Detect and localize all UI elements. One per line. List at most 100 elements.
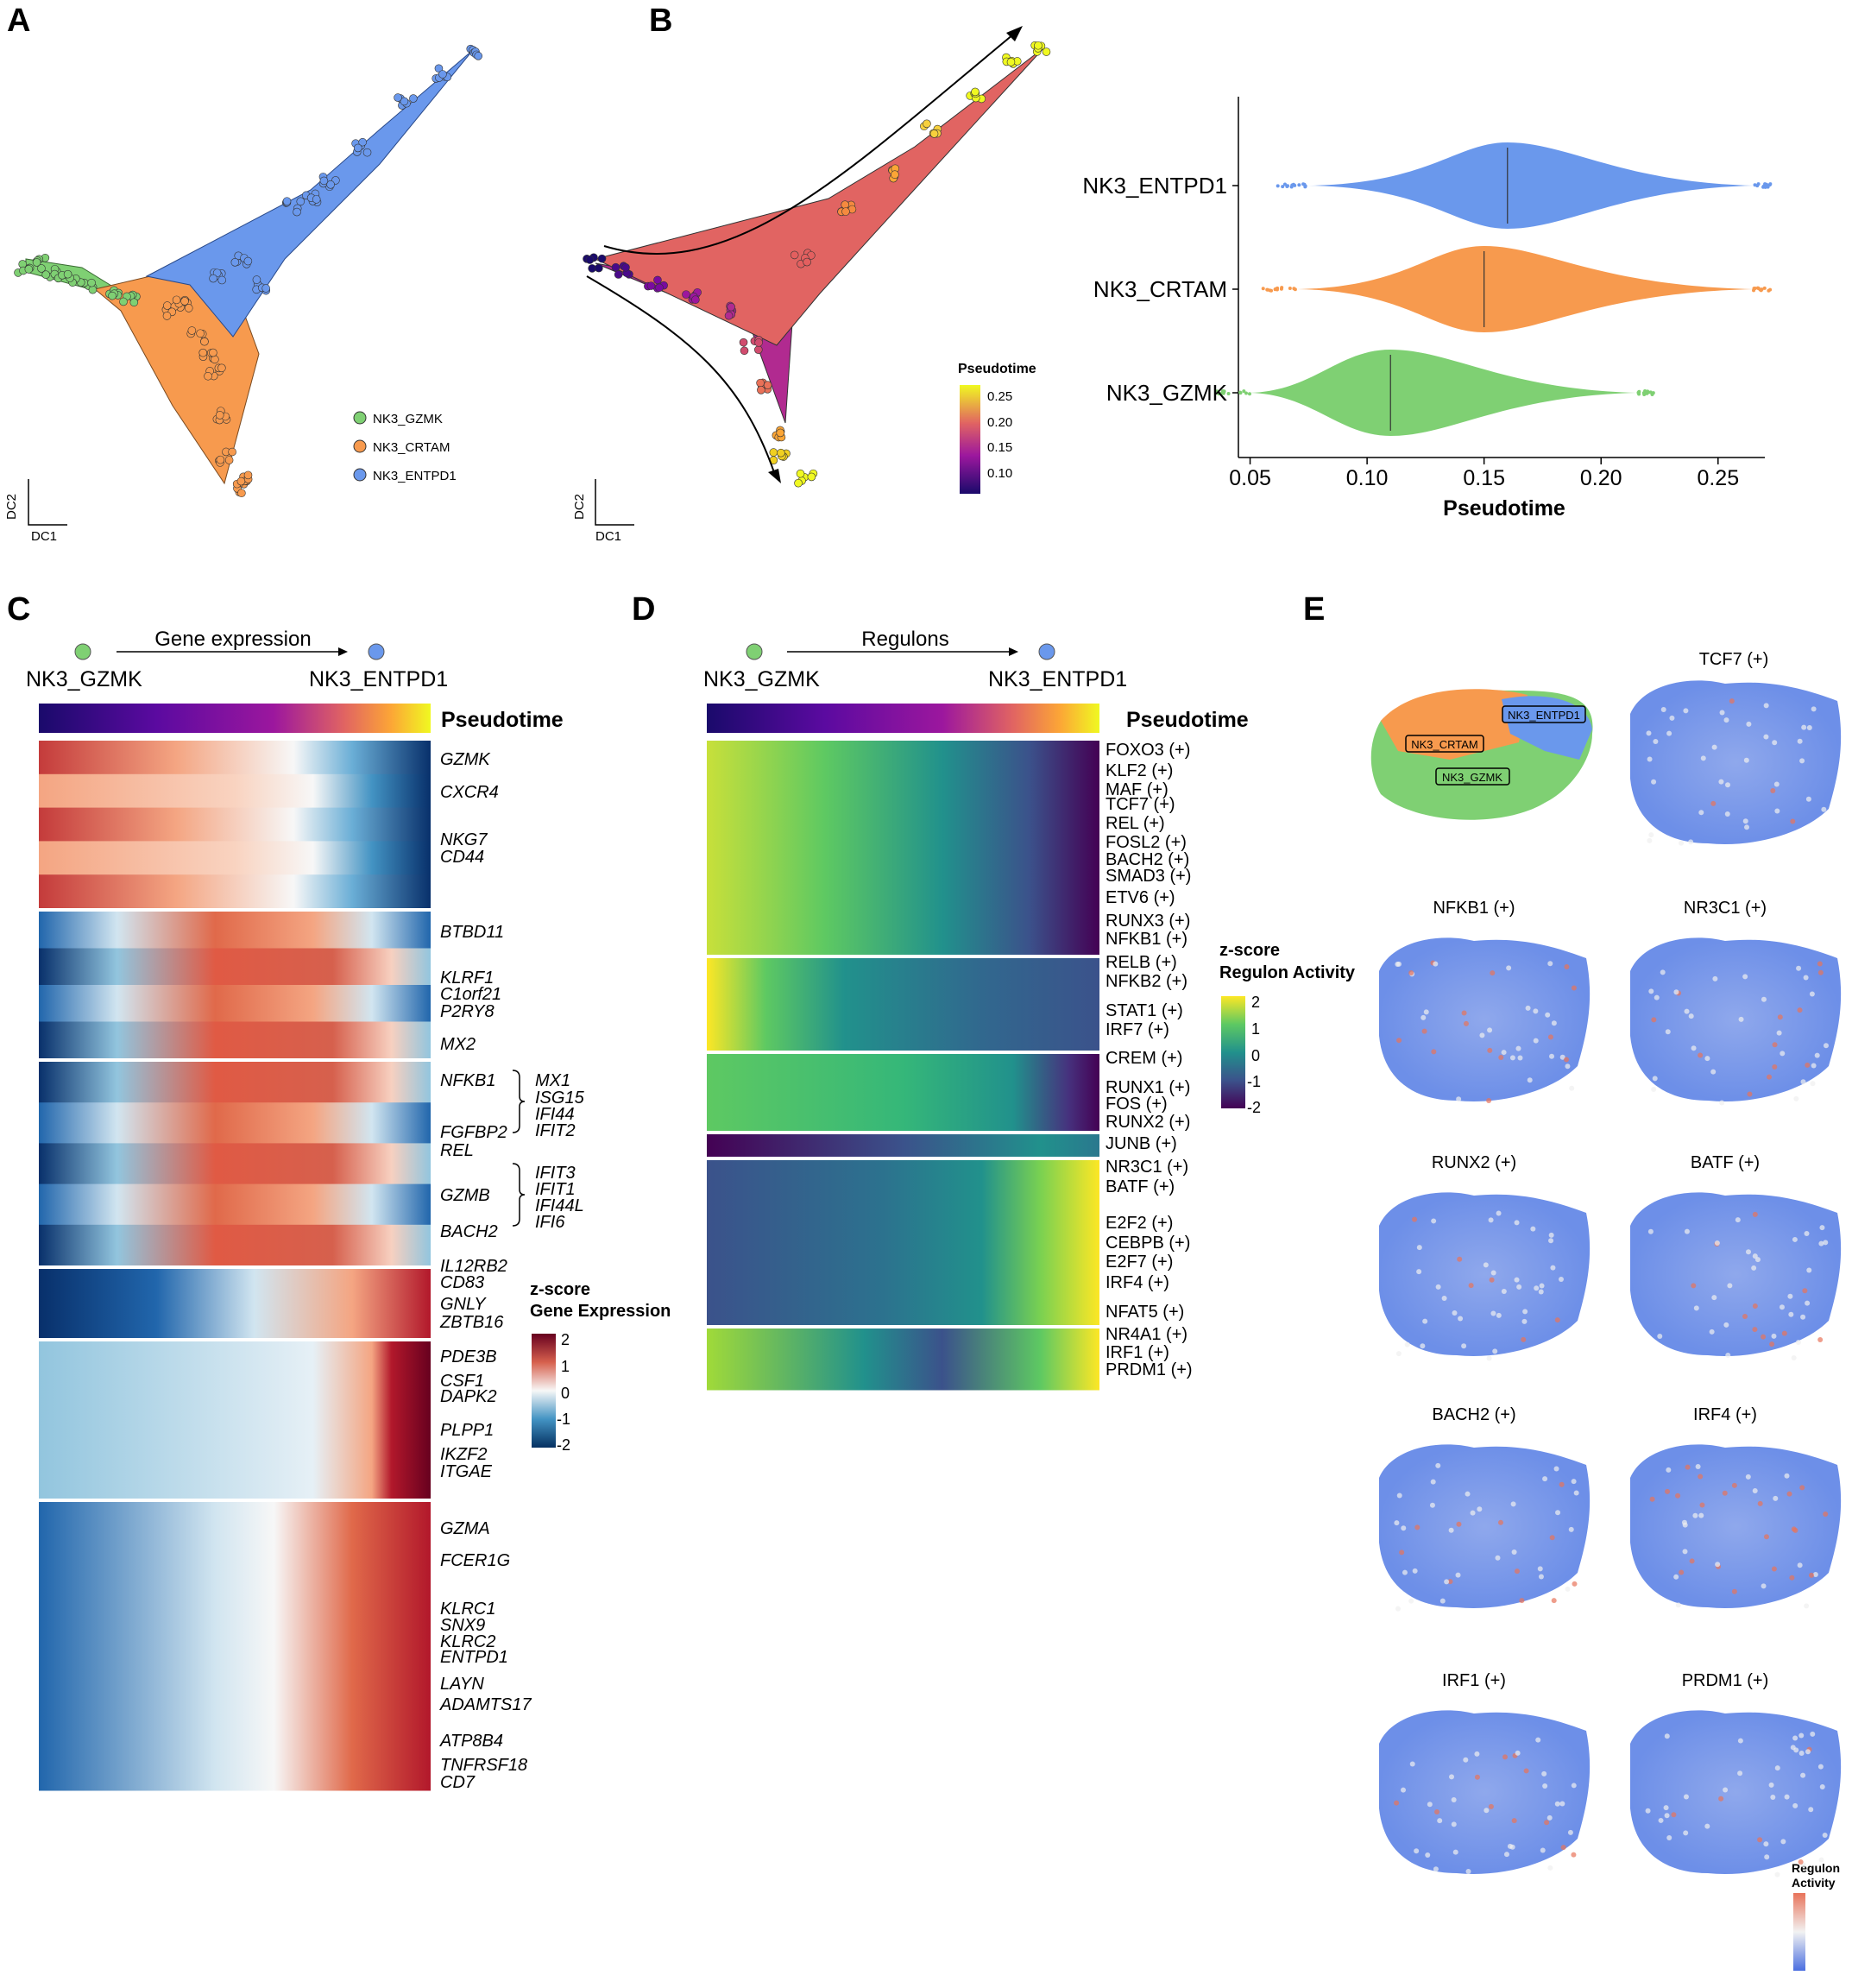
umap-blot xyxy=(1379,1444,1591,1608)
umap-cell xyxy=(1683,1794,1689,1800)
heatmap-band xyxy=(707,1226,1099,1260)
umap-cell xyxy=(1663,1805,1669,1811)
umap-cell xyxy=(1420,1014,1427,1020)
gene-label: DAPK2 xyxy=(440,1387,497,1406)
cell-point xyxy=(763,381,772,389)
cell-point xyxy=(230,258,240,267)
cell-point xyxy=(172,295,181,305)
umap-cell xyxy=(1817,1764,1824,1770)
umap-cell xyxy=(1455,1572,1461,1578)
umap-cell xyxy=(1502,1754,1508,1760)
umap-cell xyxy=(1515,1750,1521,1756)
heatmap-band xyxy=(707,1019,1099,1051)
umap-cell xyxy=(1651,1087,1657,1093)
swarm-outlier xyxy=(1279,287,1283,291)
umap-cell xyxy=(1496,1312,1502,1318)
umap-cell xyxy=(1823,1240,1829,1246)
umap-cell xyxy=(1666,1834,1672,1840)
swarm-outlier xyxy=(1288,286,1292,290)
regulon-label: BACH2 (+) xyxy=(1106,850,1189,869)
swarm-outlier xyxy=(1274,287,1278,291)
umap-cell xyxy=(1666,1467,1672,1473)
umap-cell xyxy=(1801,724,1807,730)
umap-cell xyxy=(1679,840,1685,846)
d-pseudotime-bar xyxy=(707,704,1099,733)
umap-cell xyxy=(1488,1803,1494,1809)
umap-cell xyxy=(1712,975,1718,981)
umap-cell xyxy=(1671,1812,1677,1818)
umap-cell xyxy=(1647,837,1653,843)
umap-cell xyxy=(1796,965,1802,971)
umap-cell xyxy=(1787,1293,1793,1299)
regulon-label: JUNB (+) xyxy=(1106,1134,1177,1153)
regulon-label: RUNX2 (+) xyxy=(1106,1113,1190,1132)
x-tick-label: 0.05 xyxy=(1229,466,1271,490)
gene-label: BTBD11 xyxy=(440,923,504,942)
d-to: NK3_ENTPD1 xyxy=(988,667,1127,691)
swarm-outlier xyxy=(1302,182,1307,186)
umap-cell xyxy=(1542,1476,1548,1482)
cell-point xyxy=(597,254,607,263)
gene-label: PLPP1 xyxy=(440,1421,494,1440)
umap-cell xyxy=(1565,1063,1571,1070)
gene-label: GNLY xyxy=(440,1295,487,1314)
gene-label: IL12RB2 xyxy=(440,1257,507,1276)
umap-cell xyxy=(1688,1013,1694,1019)
umap-cell xyxy=(1408,969,1414,975)
cell-point xyxy=(196,329,205,338)
umap-cell xyxy=(1559,1481,1565,1487)
umap-cell xyxy=(1548,1238,1554,1244)
heatmap-band xyxy=(707,988,1099,1020)
group1-gene: MX1 xyxy=(535,1071,570,1090)
c-header: Gene expression xyxy=(154,628,311,651)
group1-gene: ISG15 xyxy=(535,1089,585,1108)
d-cb-tick: 1 xyxy=(1251,1020,1260,1038)
block-separator xyxy=(39,1058,431,1062)
cell-point xyxy=(162,312,172,320)
cell-point xyxy=(217,363,226,373)
cell-point xyxy=(891,170,899,180)
umap-cell xyxy=(1770,1794,1776,1800)
umap-cell xyxy=(1812,1571,1818,1577)
regulon-label: TCF7 (+) xyxy=(1106,795,1175,814)
d-cb-title2: Regulon Activity xyxy=(1219,963,1356,982)
umap-cell xyxy=(1433,1866,1439,1872)
swarm-outlier xyxy=(1244,391,1248,395)
gene-label: NFKB1 xyxy=(440,1071,495,1090)
c-from: NK3_GZMK xyxy=(26,667,142,691)
umap-title: PRDM1 (+) xyxy=(1682,1671,1769,1690)
umap-cell xyxy=(1731,1588,1737,1594)
umap-cell xyxy=(1439,1598,1446,1604)
heatmap-band xyxy=(39,985,431,1022)
umap-cell xyxy=(1539,1283,1545,1289)
regulon-label: NR3C1 (+) xyxy=(1106,1158,1188,1177)
umap-cell xyxy=(1757,1500,1763,1506)
swarm-outlier xyxy=(1226,392,1231,396)
umap-cell xyxy=(1660,706,1666,712)
cell-point xyxy=(198,348,208,357)
umap-cell xyxy=(1433,961,1439,967)
umap-cell xyxy=(1688,839,1694,845)
umap-cell xyxy=(1572,1581,1578,1587)
umap-cell xyxy=(1752,1487,1758,1493)
umap-cell xyxy=(1511,1818,1517,1824)
panel-a-diffusion-map: NK3_GZMK NK3_CRTAM NK3_ENTPD1 DC1 DC2 xyxy=(4,44,483,544)
umap-cell xyxy=(1569,1085,1575,1091)
axis-dc1-b: DC1 xyxy=(595,529,621,544)
umap-cell xyxy=(1691,1045,1697,1051)
umap-cell xyxy=(1509,1844,1515,1850)
umap-cell xyxy=(1774,1765,1780,1771)
umap-cell xyxy=(1757,1837,1763,1843)
regulon-label: IRF4 (+) xyxy=(1106,1273,1169,1292)
heatmap-band xyxy=(39,874,431,909)
umap-cell xyxy=(1772,1042,1778,1048)
umap-cell xyxy=(1773,781,1780,787)
umap-cell xyxy=(1718,779,1724,785)
umap-cell xyxy=(1560,1845,1566,1851)
cell-point xyxy=(353,143,362,153)
umap-cell xyxy=(1698,1512,1704,1518)
heatmap-band xyxy=(39,1021,431,1059)
heatmap-band xyxy=(707,848,1099,884)
umap-cell xyxy=(1817,969,1824,975)
heatmap-band xyxy=(707,811,1099,849)
